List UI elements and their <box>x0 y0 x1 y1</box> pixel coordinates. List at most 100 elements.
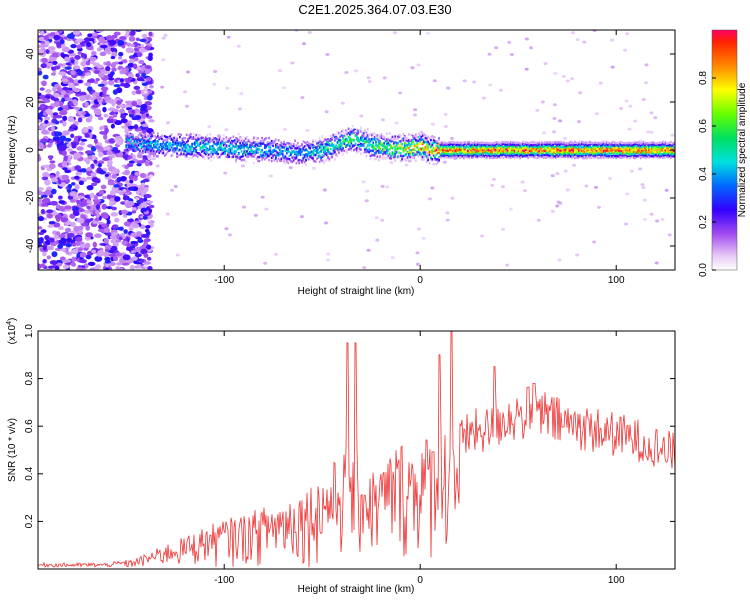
heatmap-ridge-cell <box>406 139 409 143</box>
heatmap-ridge-cell <box>567 145 569 148</box>
heatmap-ridge-cell <box>405 139 408 142</box>
heatmap-ridge-cell <box>493 156 495 159</box>
heatmap-noise-cell <box>509 53 514 57</box>
heatmap-ridge-cell <box>141 151 144 154</box>
heatmap-noise-cell <box>71 182 76 186</box>
heatmap-ridge-cell <box>546 141 549 144</box>
heatmap-noise-cell <box>90 172 97 177</box>
heatmap-ridge-cell <box>624 150 627 154</box>
heatmap-ridge-cell <box>343 132 346 135</box>
heatmap-ridge-cell <box>497 147 500 151</box>
heatmap-ridge-cell <box>612 140 615 144</box>
heatmap-ridge-cell <box>664 150 667 153</box>
heatmap-ridge-cell <box>333 158 336 161</box>
heatmap-ridge-cell <box>545 152 548 155</box>
heatmap-noise-cell <box>63 259 72 263</box>
heatmap-ridge-cell <box>637 149 639 152</box>
heatmap-noise-cell <box>74 175 80 180</box>
heatmap-ridge-cell <box>653 141 656 145</box>
heatmap-ridge-cell <box>580 140 583 144</box>
heatmap-ridge-cell <box>147 139 150 142</box>
heatmap-noise-cell <box>301 42 306 46</box>
heatmap-ridge-cell <box>129 139 132 142</box>
heatmap-ridge-cell <box>419 147 421 151</box>
heatmap-noise-cell <box>628 104 633 108</box>
heatmap-noise-cell <box>85 42 92 48</box>
heatmap-ridge-cell <box>639 146 642 149</box>
heatmap-ridge-cell <box>156 155 159 158</box>
heatmap-ridge-cell <box>280 146 283 149</box>
heatmap-noise-cell <box>41 129 49 135</box>
heatmap-ridge-cell <box>624 149 627 152</box>
heatmap-ridge-cell <box>155 140 158 143</box>
heatmap-ridge-cell <box>582 152 585 156</box>
heatmap-noise-cell <box>151 157 156 161</box>
heatmap-noise-cell <box>65 243 72 248</box>
heatmap-ridge-cell <box>425 137 428 140</box>
heatmap-ridge-cell <box>202 141 205 145</box>
heatmap-ridge-cell <box>513 156 516 159</box>
heatmap-ridge-cell <box>314 160 317 163</box>
heatmap-ridge-cell <box>491 150 494 154</box>
heatmap-noise-cell <box>62 167 68 171</box>
heatmap-ridge-cell <box>195 133 198 137</box>
heatmap-ridge-cell <box>412 140 414 144</box>
heatmap-ridge-cell <box>279 159 281 162</box>
heatmap-ridge-cell <box>527 147 530 151</box>
heatmap-ridge-cell <box>432 154 435 157</box>
heatmap-ridge-cell <box>469 144 472 147</box>
heatmap-y-tick-label: -40 <box>25 238 36 253</box>
heatmap-ridge-cell <box>336 148 339 152</box>
heatmap-ridge-cell <box>357 132 360 135</box>
heatmap-ridge-cell <box>202 146 205 149</box>
heatmap-ridge-cell <box>237 145 240 148</box>
heatmap-noise-cell <box>79 201 88 207</box>
heatmap-noise-cell <box>555 172 560 176</box>
heatmap-noise-cell <box>47 109 53 116</box>
heatmap-ridge-cell <box>565 147 568 150</box>
heatmap-ridge-cell <box>650 141 653 144</box>
heatmap-ridge-cell <box>609 152 612 156</box>
heatmap-ridge-cell <box>298 146 301 149</box>
heatmap-ridge-cell <box>659 150 661 154</box>
heatmap-ridge-cell <box>333 136 336 139</box>
heatmap-noise-cell <box>38 197 42 203</box>
heatmap-noise-cell <box>86 86 93 92</box>
heatmap-noise-cell <box>88 37 95 42</box>
heatmap-ridge-cell <box>343 142 346 145</box>
heatmap-noise-cell <box>60 217 68 223</box>
heatmap-ridge-cell <box>349 138 351 142</box>
heatmap-ridge-cell <box>163 147 166 150</box>
heatmap-ridge-cell <box>645 145 648 149</box>
heatmap-ridge-cell <box>390 155 392 158</box>
heatmap-noise-cell <box>100 86 109 92</box>
heatmap-noise-cell <box>64 97 73 101</box>
heatmap-ridge-cell <box>184 149 187 153</box>
heatmap-ridge-cell <box>377 139 380 142</box>
heatmap-ridge-cell <box>626 144 628 148</box>
heatmap-ridge-cell <box>513 149 516 152</box>
heatmap-ridge-cell <box>132 147 135 151</box>
heatmap-noise-cell <box>643 81 648 85</box>
heatmap-ridge-cell <box>451 140 454 144</box>
heatmap-ridge-cell <box>373 147 376 151</box>
heatmap-noise-cell <box>629 169 634 173</box>
heatmap-ridge-cell <box>638 152 641 155</box>
heatmap-ridge-cell <box>173 140 176 144</box>
heatmap-noise-cell <box>535 108 540 112</box>
heatmap-ridge-cell <box>568 155 571 158</box>
heatmap-ridge-cell <box>270 159 273 163</box>
heatmap-y-tick-label: 20 <box>25 96 36 108</box>
heatmap-ridge-cell <box>633 154 635 158</box>
heatmap-noise-cell <box>94 265 101 270</box>
heatmap-ridge-cell <box>211 152 214 156</box>
heatmap-ridge-cell <box>325 151 328 155</box>
heatmap-ridge-cell <box>331 134 333 137</box>
heatmap-noise-cell <box>450 196 455 200</box>
heatmap-noise-cell <box>146 218 151 222</box>
heatmap-ridge-cell <box>668 141 671 144</box>
heatmap-noise-cell <box>618 106 623 110</box>
heatmap-noise-cell <box>649 130 654 134</box>
heatmap-ridge-cell <box>434 140 436 143</box>
heatmap-ridge-cell <box>443 143 446 147</box>
